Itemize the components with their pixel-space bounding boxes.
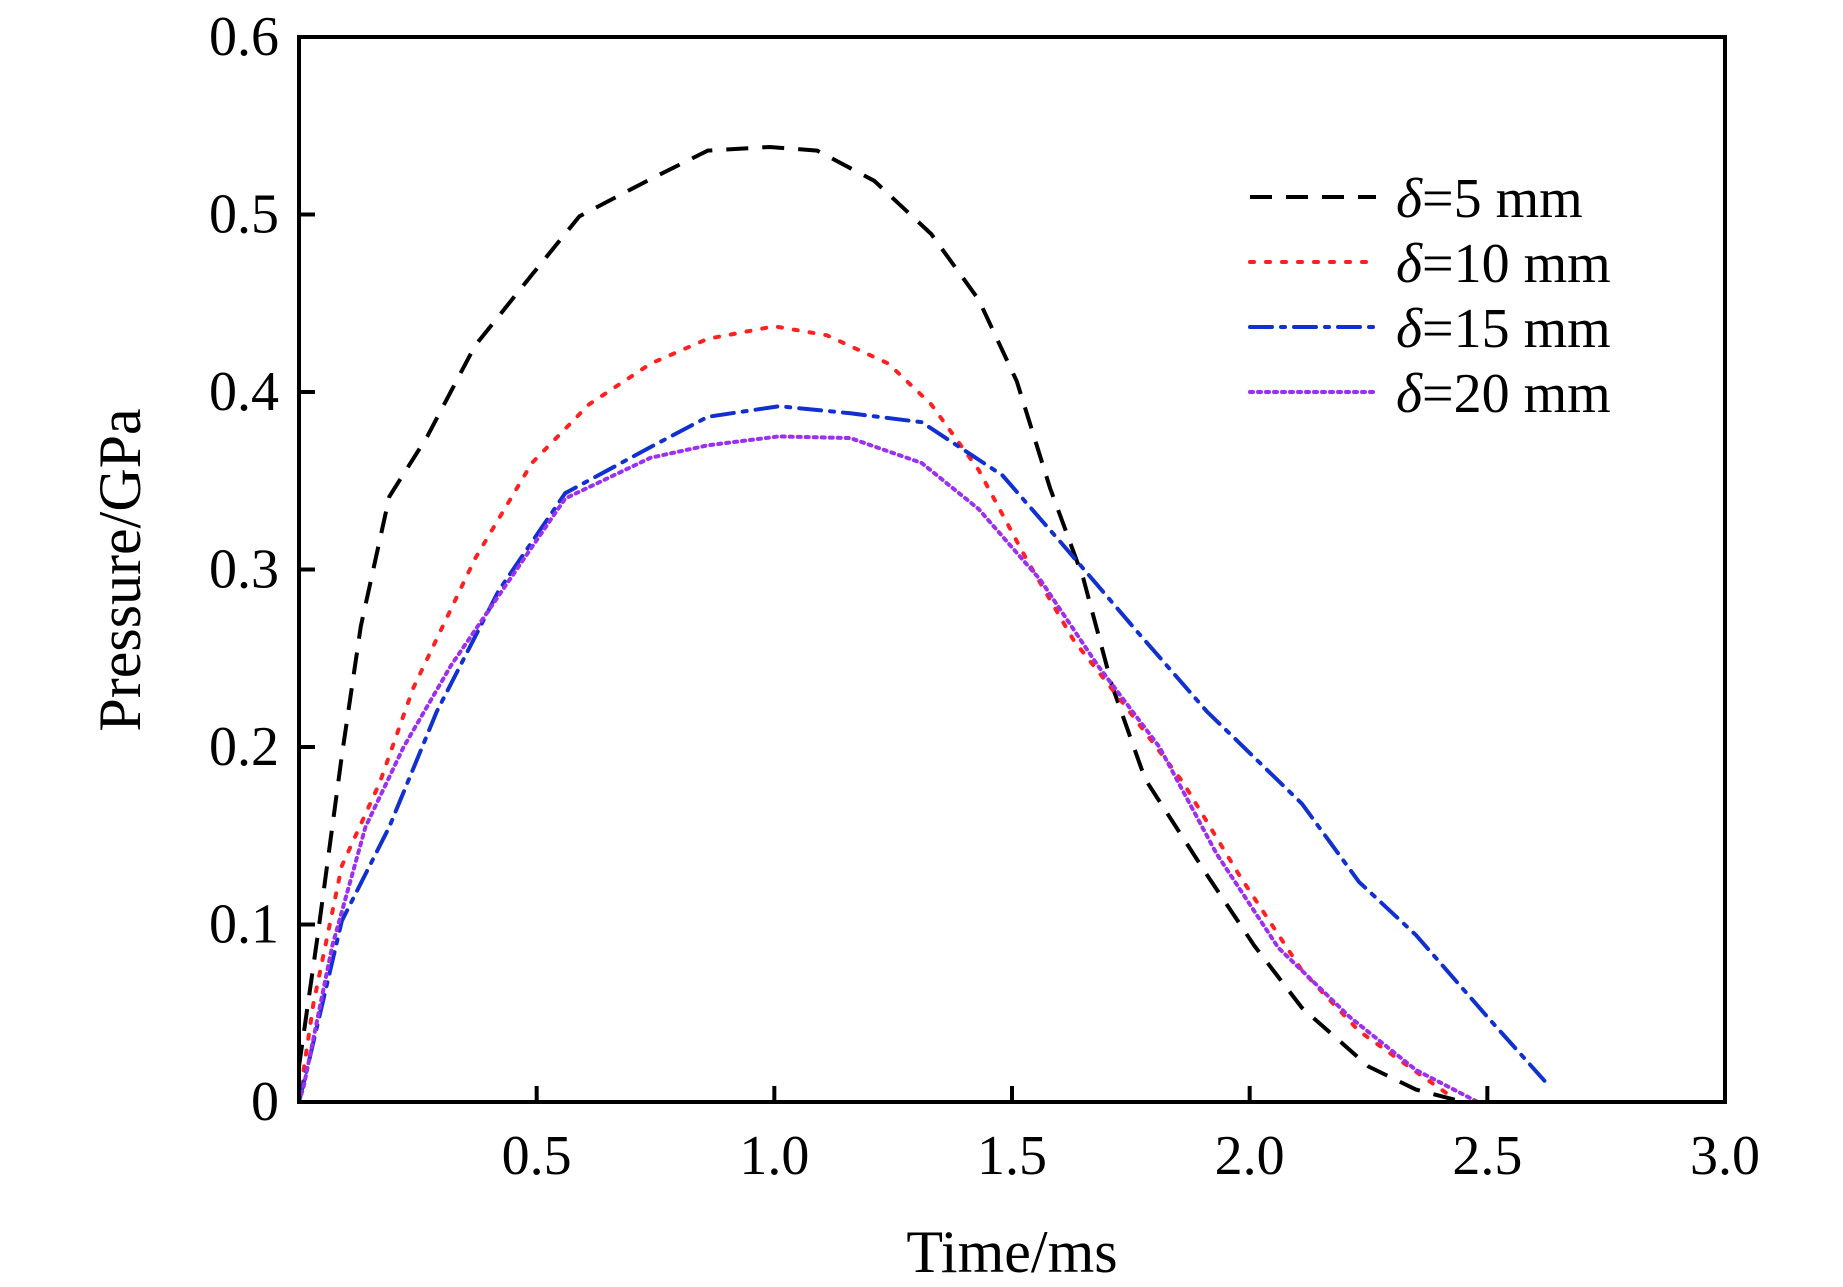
x-tick-label: 3.0 [1690,1125,1760,1187]
series-line-3 [297,404,1547,1104]
y-tick-label: 0.4 [209,361,279,423]
series-line-1 [297,144,1465,1104]
series-line-4 [297,434,1480,1104]
y-tick-label: 0.2 [209,716,279,778]
y-tick-label: 0 [251,1071,279,1133]
ticks-layer: 0.5 1.0 1.5 2.0 2.5 3.0 0 0.1 0.2 0.3 0.4 0.5 0.6 [209,6,1760,1187]
legend-label: δ=15 mm [1396,298,1611,360]
legend: δ=5 mmδ=10 mmδ=15 mmδ=20 mm [1248,168,1611,425]
y-tick-label: 0.3 [209,539,279,601]
legend-item-1: δ=5 mm [1250,168,1583,230]
y-tick-label: 0.5 [209,184,279,246]
y-tick-label: 0.1 [209,894,279,956]
x-axis-label: Time/ms [906,1219,1117,1285]
x-tick-label: 2.5 [1452,1125,1522,1187]
x-tick-label: 1.5 [977,1125,1047,1187]
legend-item-2: δ=10 mm [1248,233,1611,295]
x-tick-label: 2.0 [1215,1125,1285,1187]
y-axis-label: Pressure/GPa [87,408,153,731]
y-tick-label: 0.6 [209,6,279,68]
series-layer [297,144,1547,1104]
legend-label: δ=10 mm [1396,233,1611,295]
legend-label: δ=20 mm [1396,363,1611,425]
legend-label: δ=5 mm [1396,168,1583,230]
x-tick-label: 1.0 [739,1125,809,1187]
x-tick-label: 0.5 [502,1125,572,1187]
legend-item-4: δ=20 mm [1248,363,1611,425]
legend-item-3: δ=15 mm [1248,298,1611,360]
series-line-2 [297,324,1457,1104]
